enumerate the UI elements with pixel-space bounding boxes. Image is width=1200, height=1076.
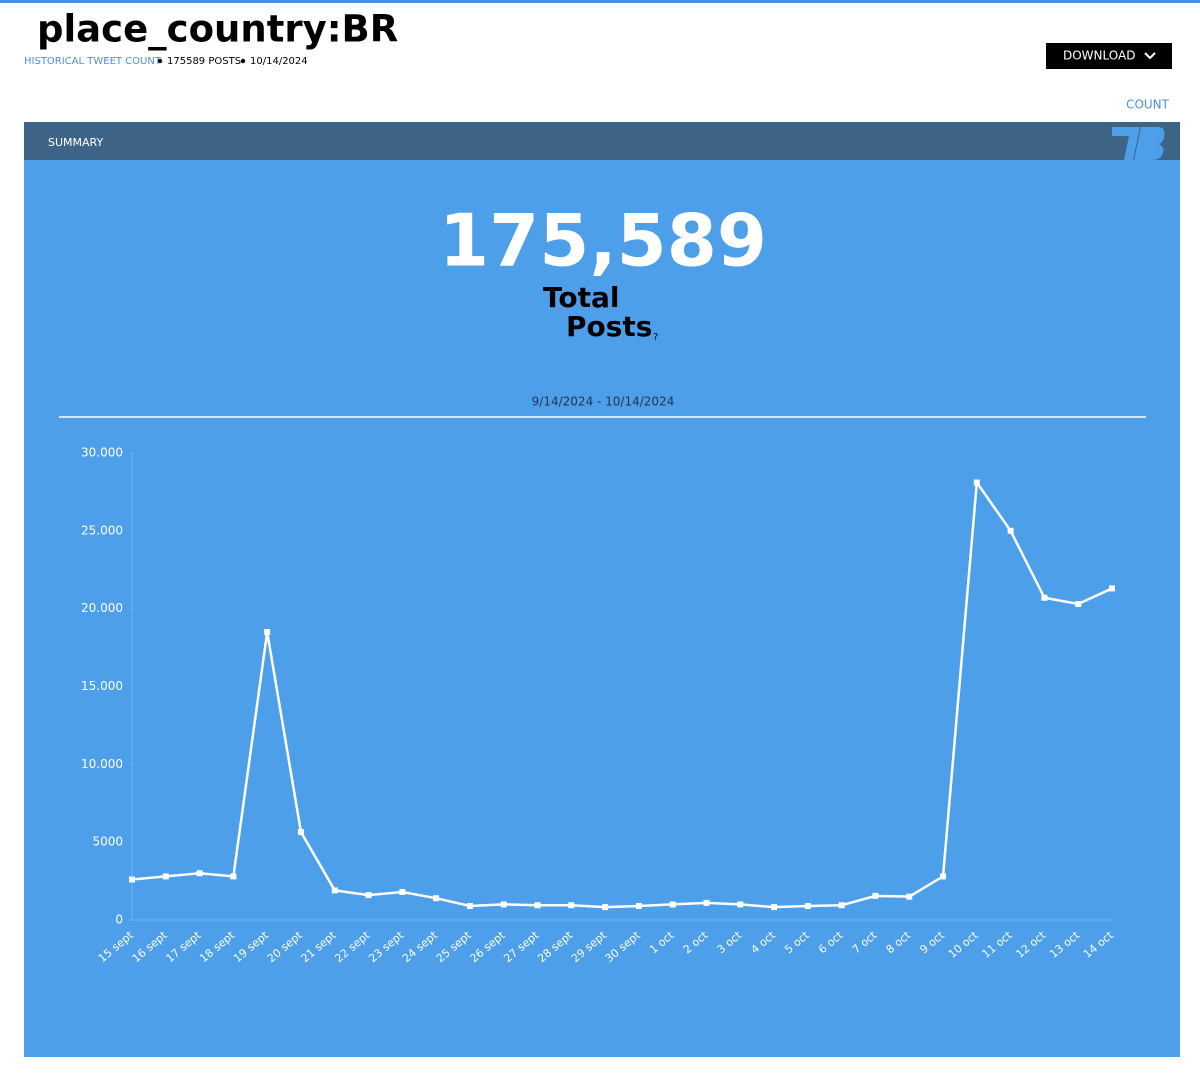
download-label[interactable]: DOWNLOAD: [1063, 49, 1135, 63]
data-point: [838, 902, 845, 909]
data-point: [129, 876, 135, 883]
date: 10/14/2024: [250, 56, 308, 67]
logo: [1112, 127, 1165, 160]
separator: [157, 58, 163, 64]
data-point: [534, 902, 541, 909]
total-word: Total: [543, 281, 620, 314]
data-point: [162, 873, 169, 880]
separator: [240, 58, 246, 64]
data-point: [973, 479, 980, 486]
data-point: [669, 901, 676, 908]
page-title: place_country:BR: [37, 8, 398, 51]
data-point: [602, 904, 609, 911]
data-point: [196, 870, 203, 877]
y-tick-label: 20.000: [81, 601, 123, 615]
data-point: [771, 904, 778, 911]
data-point: [872, 892, 879, 899]
data-point: [737, 901, 744, 908]
data-point: [804, 902, 811, 909]
y-tick-label: 10.000: [81, 757, 123, 771]
data-point: [297, 829, 304, 836]
summary-label: SUMMARY: [48, 136, 103, 149]
data-point: [568, 902, 575, 909]
post-count: 175589 POSTS: [167, 56, 241, 67]
data-point: [635, 902, 642, 909]
data-point: [399, 888, 406, 895]
data-point: [1041, 594, 1048, 601]
top-border: [0, 0, 1200, 3]
data-point: [433, 895, 440, 902]
data-point: [230, 873, 237, 880]
y-tick-label: 0: [115, 913, 123, 927]
total-number: 175,589: [439, 199, 767, 283]
data-point: [466, 902, 473, 909]
date-range: 9/14/2024 - 10/14/2024: [532, 395, 675, 409]
data-point: [940, 873, 947, 880]
data-line: [131, 479, 1113, 909]
data-point: [703, 899, 710, 906]
data-point: [365, 892, 372, 899]
data-point: [906, 893, 913, 900]
breadcrumb[interactable]: HISTORICAL TWEET COUNT: [24, 56, 162, 67]
chevron: [1144, 52, 1156, 60]
data-point: [1007, 527, 1014, 534]
y-tick-label: 5000: [92, 835, 123, 849]
data-point: [1109, 585, 1115, 592]
count-tab[interactable]: COUNT: [1126, 98, 1170, 112]
y-tick-label: 15.000: [81, 679, 123, 693]
data-point: [264, 629, 271, 636]
y-tick-label: 25.000: [81, 523, 123, 537]
help-icon[interactable]: ?: [653, 332, 658, 343]
posts-word: Posts: [566, 310, 652, 343]
data-point: [1075, 600, 1082, 607]
summary-bar: [24, 122, 1180, 160]
data-point: [500, 901, 507, 908]
y-tick-label: 30.000: [81, 446, 123, 460]
data-point: [331, 887, 338, 894]
